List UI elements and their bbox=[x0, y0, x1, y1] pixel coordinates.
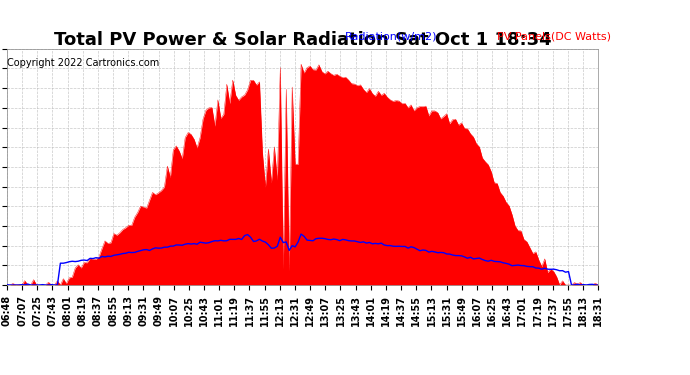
Text: Radiation(w/m2): Radiation(w/m2) bbox=[345, 32, 437, 41]
Title: Total PV Power & Solar Radiation Sat Oct 1 18:34: Total PV Power & Solar Radiation Sat Oct… bbox=[54, 31, 551, 49]
Text: PV Panels(DC Watts): PV Panels(DC Watts) bbox=[497, 32, 611, 41]
Text: Copyright 2022 Cartronics.com: Copyright 2022 Cartronics.com bbox=[7, 58, 159, 68]
